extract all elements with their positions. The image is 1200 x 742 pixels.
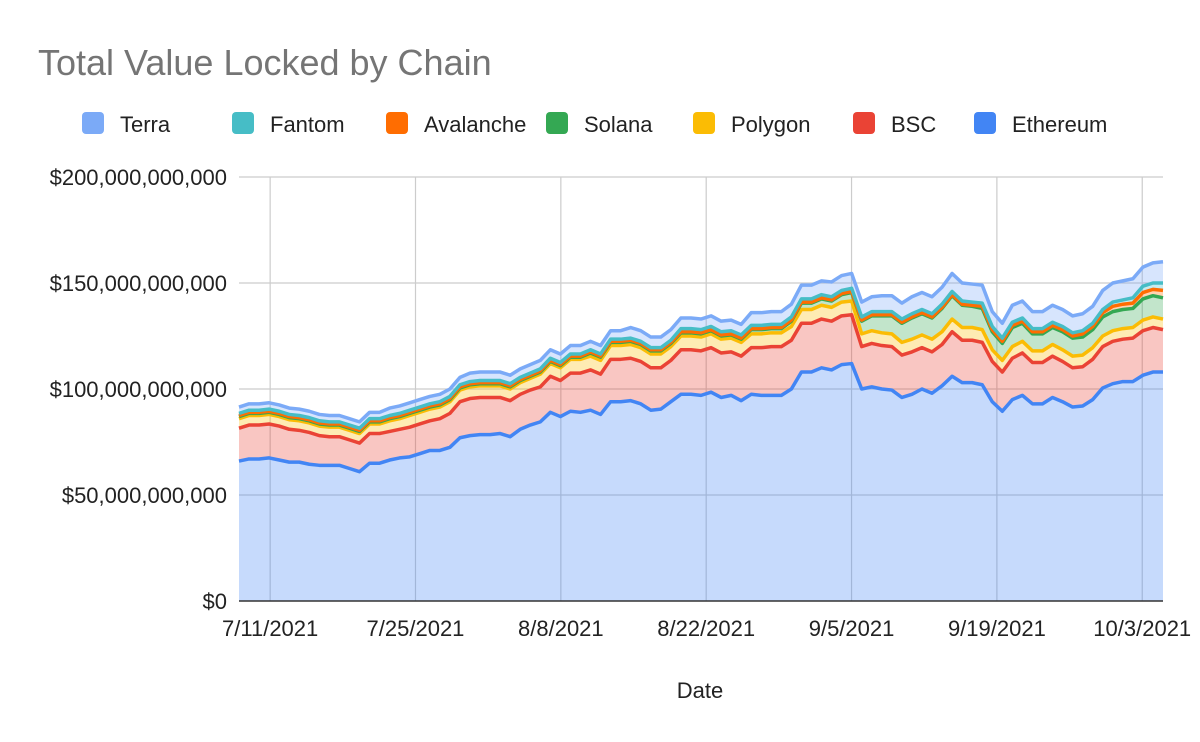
area-terra: [239, 261, 1163, 429]
legend-label-bsc: BSC: [891, 112, 936, 137]
legend-label-fantom: Fantom: [270, 112, 345, 137]
legend-swatch-polygon: [693, 112, 715, 134]
series-lines: [238, 260, 1164, 474]
legend-label-polygon: Polygon: [731, 112, 811, 137]
legend: Terra Fantom Avalanche Solana Polygon BSC Ethe…: [82, 112, 1107, 137]
y-axis-ticks: $0 $50,000,000,000 $100,000,000,000 $150,00…: [50, 165, 227, 614]
area-solana: [239, 292, 1163, 434]
x-axis-ticks: 7/11/2021 7/25/2021 8/8/2021 8/22/2021 9/5/2…: [222, 616, 1191, 641]
line-bsc: [238, 313, 1164, 445]
legend-label-solana: Solana: [584, 112, 653, 137]
legend-swatch-terra: [82, 112, 104, 134]
area-ethereum: [239, 363, 1163, 601]
legend-swatch-avalanche: [386, 112, 408, 134]
y-tick-label: $100,000,000,000: [50, 377, 227, 402]
y-tick-label: $0: [203, 589, 227, 614]
y-tick-label: $150,000,000,000: [50, 271, 227, 296]
area-fills: [239, 261, 1163, 601]
legend-swatch-ethereum: [974, 112, 996, 134]
x-tick-label: 9/5/2021: [809, 616, 895, 641]
line-polygon: [238, 299, 1164, 436]
x-tick-label: 8/22/2021: [657, 616, 755, 641]
area-bsc: [239, 314, 1163, 472]
x-axis-label: Date: [677, 678, 723, 703]
legend-label-avalanche: Avalanche: [424, 112, 526, 137]
chart-title: Total Value Locked by Chain: [38, 42, 492, 83]
legend-swatch-solana: [546, 112, 568, 134]
line-fantom: [238, 281, 1163, 430]
legend-label-terra: Terra: [120, 112, 171, 137]
line-ethereum: [238, 361, 1163, 474]
x-tick-label: 10/3/2021: [1093, 616, 1191, 641]
y-tick-label: $200,000,000,000: [50, 165, 227, 190]
x-tick-label: 7/11/2021: [222, 616, 318, 641]
x-tick-label: 7/25/2021: [367, 616, 465, 641]
x-tick-label: 8/8/2021: [518, 616, 604, 641]
gridlines: [239, 176, 1163, 601]
y-tick-label: $50,000,000,000: [62, 483, 227, 508]
line-terra: [238, 260, 1164, 424]
x-tick-label: 9/19/2021: [948, 616, 1046, 641]
legend-swatch-fantom: [232, 112, 254, 134]
legend-swatch-bsc: [853, 112, 875, 134]
legend-label-ethereum: Ethereum: [1012, 112, 1107, 137]
